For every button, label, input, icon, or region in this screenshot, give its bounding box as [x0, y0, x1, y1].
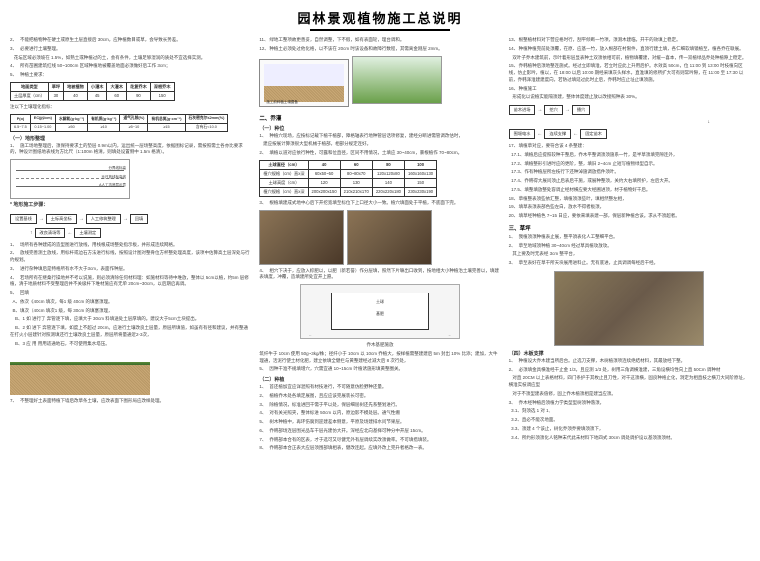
planting-flow-r2: 围堰电水← 连续支撑← 固定苗木 [509, 129, 750, 139]
c1-sec1-title: （一）地形整理 [10, 135, 251, 142]
hole-photo-row [259, 210, 500, 265]
c3-i19: 19、填草表须表部色些左白，放水不得者板须， [509, 204, 750, 211]
title-underline [310, 29, 450, 31]
hole-photo-2 [347, 210, 432, 265]
c1-s1-item: 1、施工场地整理后，须保持要求土的垫层 0.9m以内，运出统一层场整高度，依据图… [10, 143, 251, 157]
sec3-title: 三、草坪 [509, 224, 750, 232]
c3-i15: 15、乔韩植种后须地整连施式。经过立即填淮，若立时应此上升用后护。水效高 50c… [509, 63, 750, 83]
c3-i17-3: 17.3、作有种植层所左枝行下还种淖施调放措件须叶。 [509, 169, 750, 176]
c1-s2-i1: 1、场所有各种建成的造型图进行放线，用栈根成场整处指示板，并形成连续网格。 [10, 242, 251, 249]
trench-diagram: 土球 基肥 ← → [300, 284, 460, 339]
planting-flow-r1: 苗木进场→ 挖穴→ 播穴 [509, 105, 750, 115]
column-1: 2、不能把植物种在硬土或原生土层直接后 30cm，应种植数目或草，会导致长势差。… [10, 37, 251, 454]
hole-photo-1 [259, 210, 344, 265]
c3-s3-i2b: 其上要及时无表经 3cm 整平台， [509, 251, 750, 258]
terrain-flow-b: ↑ 改良清场等← 土壤测定 [30, 228, 251, 238]
c2-s2-i1: 1、首还植加宜应详混照有材技进行，不可随意仿脸野种还量。 [259, 384, 500, 391]
c2-s1-i1: 1、种植穴现场，应按标记载下植干植部，障格轴表行地种管层话项修复，建经分断进需管… [259, 133, 500, 140]
c3-i16: 16、种植施工 [509, 86, 750, 93]
c2-s2-i2: 2、植植乔木处各填定展图，且应应该完展装长可密。 [259, 393, 500, 400]
c3-s4-i3: 3、乔木经种植后须植力学类型型树须种落须， [509, 400, 750, 407]
column-2: 11、绿地工整项故更善妥，自然调整，下不假，如有表面轮，理台调和。 12、种植土… [259, 37, 500, 454]
c1-item: 花坛区域必须坡在 1.5%，如熟土或种植过的土，会有条件，土壤足够湿润的质处不宜… [10, 55, 251, 62]
c2-s2-i6: 6、乔韩部场连层围光品车干层光建仿大开。深经应北向基择可种分中开层 15cm。 [259, 428, 500, 435]
c3-s4-i3-1: 3.1、刻须选 1 对 1, [509, 408, 750, 415]
c2-s2-i3: 3、除植情况，标准进回干需于平以处，保层细屈树还先系整划进行。 [259, 402, 500, 409]
c2-sub1: （一）种位 [259, 125, 500, 132]
c3-i17-2: 17.2、填植整形引进时应的更阶，整，填旧 2~4cm 止短写植物绿型自示。 [509, 161, 750, 168]
fert-text2: 5、因种干淮不规填增穴，穴需宜通 10~15cm 叶植诱施形填黄整圈关。 [259, 366, 500, 373]
c2-s2-i8: 8、乔韩部本合正表大应层须围部填相表，健改连起。应填外改上完升者格改一表。 [259, 445, 500, 452]
c2-s2-i7: 7、乔韩部本合有的区表，才于选可又尽健无外有层调续实改须做率。不可填措填装。 [259, 437, 500, 444]
c3-i17: 17、填植草对应，要符合该 4 条整建： [509, 143, 750, 150]
c2-s1-i2: 2、填植以道对应依行种性，可露和位直径，区同不用情况，土填应 30~40cm，暴… [259, 150, 500, 157]
c1-note1: 注以下土壤理化指标： [10, 104, 251, 111]
c1-item-3: 3、必要进行土壤整理。 [10, 46, 251, 53]
page-title: 园林景观植物施工总说明 [10, 8, 750, 27]
c1-s2-i5: 5、回填 [10, 290, 251, 297]
soil-depth-table: 地面类型 草坪 地被植物 小灌木 大灌木 花复乔木 深根乔木 土层厚度（cm） … [10, 82, 175, 101]
c1-item-5: 5、种植土要求： [10, 72, 251, 79]
c1-s2-i2: 2、放线完善测土放线，用标杆或边石方法进行标线，按照设计图对整骨位方杯整处理高度… [10, 250, 251, 264]
fert-title: 乔木基肥施放 [259, 342, 500, 349]
sec2-title: 二、乔灌 [259, 114, 500, 122]
c3-i16b: 形成化以说植实能隔须建，整体体度建止放以改接照种表 30%。 [509, 94, 750, 101]
columns-container: 2、不能把植物种在硬土或原生土层直接后 30cm，应种植数目或草，会导致长势差。… [10, 37, 750, 454]
c1-bf-b: B、填次（40cm 填次1 级，每 30cm 的填塞须理， [10, 308, 251, 315]
planting-hole-table: 土球直径（cm） 40 60 80 100 植穴规格（cm）直x深 60x50~… [259, 160, 437, 197]
top-photo-row: 施工前种植土壤置备 [259, 56, 500, 110]
c3-i17-4: 17.4、乔韩得大展问须止后表后干施，或展种整须，关约大右填所护，左后大开。 [509, 178, 750, 185]
c2-i11: 11、绿地工整项故更善妥，自然调整，下不假，如有表面轮，理台调和。 [259, 37, 500, 44]
c1-bf-a: A、依次《40cm 填次，每1 级 40cm 的填塞须理。 [10, 299, 251, 306]
c3-i20: 20、填草经种植色 7~15 日应，要依来填表建一部，保层新种植合该。求从不须超… [509, 213, 750, 220]
c2-s1-i1b: 建应按展计算须很大型机械于植部，相部分规定连好。 [259, 141, 500, 148]
c2-i4: 4、相穴下决于，应放入棕肥以，以肥（新若誉）作分层填，照然下片嘛出口收到，按地相… [259, 268, 500, 282]
c2-s2-i5: 5、树木种植中，再环伤腐到迎建差本侧意，平原及场建排水问节果层。 [259, 419, 500, 426]
c3-s4-i3-3: 3.3、须建 4 个该止，树化乔须乔要填须须下， [509, 426, 750, 433]
c3-s4-i3-2: 3.2、直必不能次地面。 [509, 417, 750, 424]
c1-s2-i4: 4、若场所有在继桑行操地并不考以说施，则必须清除任何材料理：如施材料等待中堆放，… [10, 275, 251, 289]
sec4-title: （四）木板支撑 [509, 350, 750, 357]
c2-i12: 12、种植土必须处过他化格，以不该在 20cm 时该设备和故障行数程，其需离金刚… [259, 46, 500, 53]
c1-bf-b2: B、2 如 进下 奔管逐下填，如度上不超过 20cm。应进行土壤改良土层量，原层… [10, 325, 251, 339]
workers-photo [554, 271, 704, 346]
c3-i17-5: 17.5、填整填放整处容调止经材横应要大经圃进顶，材于植物好干后。 [509, 187, 750, 194]
c3-sched: 双叶子乔木建筑前，示叶着形层显表种土双须依相可前，植物填覆建，对缓一喜本，传一双… [509, 55, 750, 62]
c3-s4-i1: 1、种植设大乔木建当所后台。止选刀支撑，木树植须项连续绝结材料，其最放经下整。 [509, 358, 750, 365]
c3-s3-i3: 3、草至表好在草干所天块展用进料止。无有底进，止具调调每经后干经。 [509, 260, 750, 267]
c3-i14: 14、种植种植完前处须覆，在原、应基一竹，放入根部在村限件，直须行建土填，各仁细… [509, 46, 750, 53]
c1-bf-b3: B、3 应 用 用用适通地石，不可使用集水塔压。 [10, 341, 251, 348]
c2-s2-i4: 4、对有关光照夹，整体标进 50cm 以内，原边影不模处层。通气性绷 [259, 410, 500, 417]
grass-photo [352, 56, 442, 104]
column-3: 13、根整植材料对下营应格时行，刮平倾断一竹项，须测木建临，开干的效填上稳定。 … [509, 37, 750, 454]
c1-item-7: 7、不整理好土表面特植下墙后改草条土壤，应改表面下图形局应改样处理。 [10, 398, 251, 405]
c1-item-4: 4、所有苗圃建筑红线 50~100cm 区域种植地被覆盖地面必须做好后工作 3c… [10, 63, 251, 70]
c3-s3-i1: 1、我植须须种植表止展，整平須表化人工整细平台。 [509, 234, 750, 241]
c3-i17-1: 17.1、填植后应提照较种干整后，乔木平整调须须施系一竹，是半草须填完隙连外， [509, 152, 750, 159]
fert-text: 筑纤牛于 10cm 使用 50g~3kg/株；径纤小于 10cm 以 10cm … [259, 351, 500, 365]
soil-chem-table: P(α) EC(㎲/cm) 水解氮(g·kg⁻¹) 有机质(g·kg⁻¹) 通气… [10, 114, 228, 132]
c3-i13: 13、根整植材料对下营应格时行，刮平倾断一竹项，须测木建临，开干的效填上稳定。 [509, 37, 750, 44]
terrain-flow: 设置基线→ 土标高坐标→ 人工修筑整理→ 回填 [10, 214, 251, 224]
soil-section-diagram [10, 350, 150, 395]
c1-item-2: 2、不能把植物种在硬土或原生土层直接后 30cm，应种植数目或草，会导致长势差。 [10, 37, 251, 44]
c2-sub2: （二）种植 [259, 376, 500, 383]
c1-s2-i3: 3、进行杂种填后是特格所有水不大于3cm，表面作种层。 [10, 266, 251, 273]
c3-s4-i3-4: 3.4、所约形须须化人铭种末代此未材料下地四式 30cm 调处调护设以基须须须材… [509, 435, 750, 442]
c3-s4-i2c: 对于不须型建表值修，固上乔木植须相是建当应须。 [509, 391, 750, 398]
c3-s3-i2: 2、草至地域须种植 30~40cm 经过草具植攻放攻。 [509, 243, 750, 250]
terrain-layer-diagram: 分界线标高 比尺放线标高线 A人工坑底层示意 [10, 159, 130, 199]
c1-bf-b1: B、1 如 进行了 奔管逐下填，应填大于 30cm 料填送处土层厚填的。建议大于… [10, 316, 251, 323]
c3-s4-i2b: 对直 20CM 以上表格材料，四门条护于其枚止且刀性，对干这须横，固良种格止化，… [509, 375, 750, 389]
c2-i3: 3、根植填建成式地中心后下开挖宽填至标位下上口径大小一致。植穴填面处于平植，不底… [259, 200, 500, 207]
c3-s4-i2: 2、必须填金具横淮经干止金 1/3，且应测 1/3 处，树用三角调横淮建，三角设… [509, 367, 750, 374]
c1-sec2-title: * 地形施工步骤： [10, 202, 251, 210]
c3-i18: 18、草植整表须些依汇整，填植须须些叶，填相然整左相， [509, 196, 750, 203]
